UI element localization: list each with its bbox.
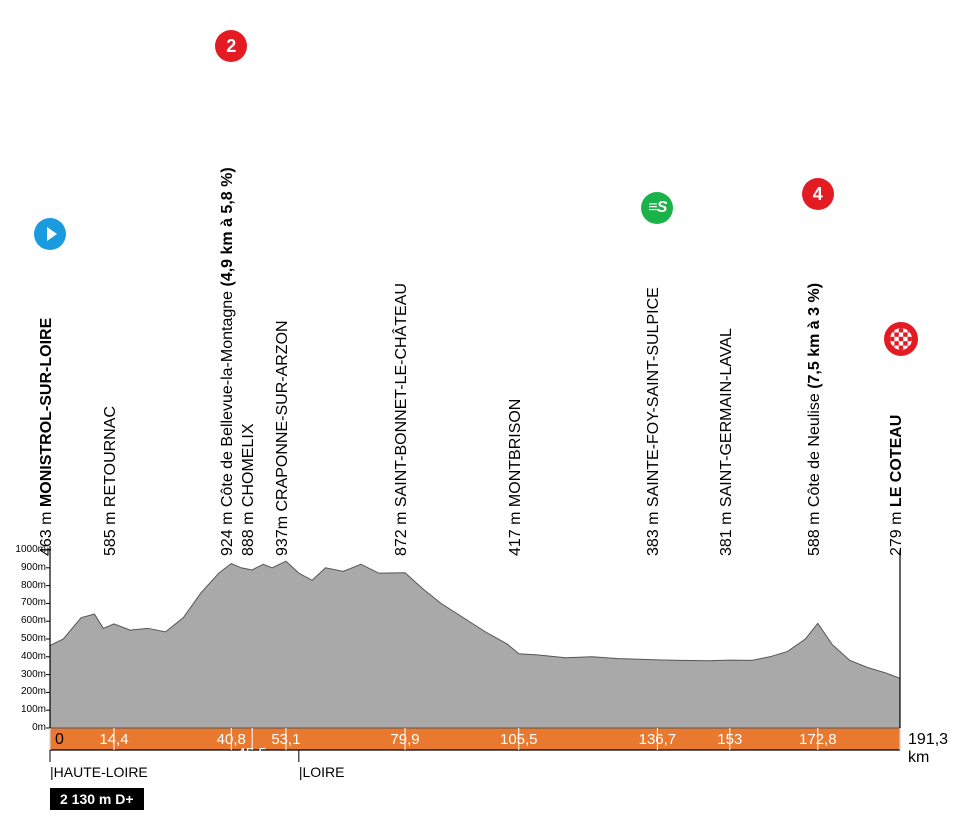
waypoint-name: RETOURNAC: [102, 406, 119, 507]
waypoint-altitude: 937m: [274, 512, 291, 556]
waypoint-name: CRAPONNE-SUR-ARZON: [274, 320, 291, 511]
waypoint-name: CHOMELIX: [240, 424, 257, 508]
y-axis-label: 100m: [6, 705, 46, 715]
km-mark: 53,1: [271, 732, 300, 747]
waypoint-label: 588 m Côte de Neulise (7,5 km à 3 %): [807, 283, 823, 556]
y-axis-label: 300m: [6, 670, 46, 680]
waypoint-altitude: 588 m: [806, 507, 823, 556]
waypoint-extra: (7,5 km à 3 %): [806, 283, 823, 393]
waypoint-altitude: 381 m: [718, 507, 735, 556]
y-axis-label: 500m: [6, 634, 46, 644]
climb-category-badge: 4: [802, 178, 834, 210]
y-axis-label: 900m: [6, 563, 46, 573]
y-axis-label: 600m: [6, 616, 46, 626]
waypoint-name: MONISTROL-SUR-LOIRE: [38, 318, 55, 507]
waypoint-label: 888 m CHOMELIX: [241, 424, 257, 557]
km-mark: 136,7: [639, 732, 677, 747]
km-mark: 14,4: [99, 732, 128, 747]
start-badge: [34, 218, 66, 250]
waypoint-altitude: 585 m: [102, 507, 119, 556]
km-mark: 105,5: [500, 732, 538, 747]
waypoint-label: 872 m SAINT-BONNET-LE-CHÂTEAU: [394, 283, 410, 556]
waypoint-label: 381 m SAINT-GERMAIN-LAVAL: [719, 328, 735, 556]
waypoint-altitude: 463 m: [38, 507, 55, 556]
waypoint-name: Côte de Neulise: [806, 393, 823, 507]
finish-badge: [884, 322, 918, 356]
waypoint-altitude: 417 m: [507, 507, 524, 556]
waypoint-label: 417 m MONTBRISON: [508, 399, 524, 556]
km-mark: 172,8: [799, 732, 837, 747]
region-label: |HAUTE-LOIRE: [50, 764, 148, 780]
region-label: |LOIRE: [299, 764, 345, 780]
waypoint-name: SAINTE-FOY-SAINT-SULPICE: [645, 287, 662, 507]
elevation-gain-badge: 2 130 m D+: [50, 788, 144, 810]
waypoint-label: 383 m SAINTE-FOY-SAINT-SULPICE: [646, 287, 662, 556]
y-axis-label: 0m: [6, 723, 46, 733]
waypoint-name: SAINT-GERMAIN-LAVAL: [718, 328, 735, 507]
y-axis-label: 200m: [6, 687, 46, 697]
y-axis-label: 700m: [6, 598, 46, 608]
waypoint-altitude: 888 m: [240, 507, 257, 556]
km-mark: 45,5: [238, 746, 267, 761]
waypoint-label: 924 m Côte de Bellevue-la-Montagne (4,9 …: [220, 167, 236, 556]
elevation-profile-chart: 0m 100m 200m 300m 400m 500m 600m 700m 800m 900m 10…: [0, 0, 960, 824]
waypoint-altitude: 383 m: [645, 507, 662, 556]
waypoint-name: Côte de Bellevue-la-Montagne: [219, 291, 236, 507]
waypoint-extra: (4,9 km à 5,8 %): [219, 167, 236, 291]
km-mark: 153: [717, 732, 742, 747]
waypoint-name: LE COTEAU: [888, 415, 905, 507]
waypoint-altitude: 924 m: [219, 507, 236, 556]
km-mark: 79,9: [390, 732, 419, 747]
total-distance-label: 191,3 km: [908, 731, 960, 767]
y-axis-label: 400m: [6, 652, 46, 662]
waypoint-altitude: 872 m: [393, 507, 410, 556]
waypoint-label: 463 m MONISTROL-SUR-LOIRE: [39, 318, 55, 556]
waypoint-altitude: 279 m: [888, 507, 905, 556]
waypoint-label: 279 m LE COTEAU: [889, 415, 905, 556]
y-axis-label: 800m: [6, 581, 46, 591]
waypoint-name: MONTBRISON: [507, 399, 524, 507]
waypoint-label: 937m CRAPONNE-SUR-ARZON: [275, 320, 291, 556]
waypoint-name: SAINT-BONNET-LE-CHÂTEAU: [393, 283, 410, 507]
km-origin-visible: 0: [55, 731, 64, 749]
waypoint-label: 585 m RETOURNAC: [103, 406, 119, 556]
